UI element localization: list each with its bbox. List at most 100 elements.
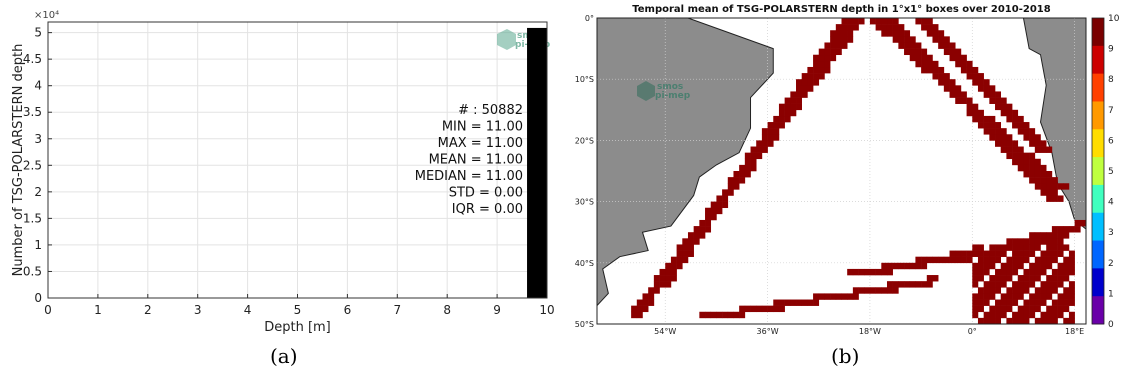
heatmap-cell bbox=[1057, 238, 1064, 245]
heatmap-cell bbox=[739, 164, 746, 172]
heatmap-cell bbox=[1017, 281, 1024, 288]
heatmap-cell bbox=[841, 36, 848, 43]
heatmap-cell bbox=[1029, 281, 1036, 288]
heatmap-cell bbox=[869, 287, 876, 294]
colorbar-segment bbox=[1092, 268, 1104, 297]
x-tick-label: 2 bbox=[144, 303, 152, 317]
heatmap-cell bbox=[955, 250, 962, 257]
heatmap-cell bbox=[631, 305, 638, 313]
heatmap-cell bbox=[909, 262, 916, 270]
heatmap-cell bbox=[670, 275, 677, 282]
heatmap-cell bbox=[784, 109, 791, 117]
heatmap-cell bbox=[1034, 244, 1041, 251]
heatmap-cell bbox=[898, 281, 905, 288]
heatmap-cell bbox=[915, 54, 922, 62]
heatmap-cell bbox=[778, 299, 785, 306]
heatmap-cell bbox=[921, 256, 928, 264]
colorbar-frame bbox=[1091, 17, 1105, 325]
heatmap-cell bbox=[1023, 122, 1030, 129]
heatmap-cell bbox=[665, 275, 672, 282]
heatmap-cell bbox=[835, 24, 842, 31]
heatmap-cell bbox=[1023, 275, 1030, 282]
heatmap-cell bbox=[1051, 183, 1058, 190]
heatmap-cell bbox=[761, 128, 768, 135]
heatmap-cell bbox=[710, 207, 717, 215]
heatmap-cell bbox=[932, 66, 939, 74]
heatmap-cell bbox=[1057, 232, 1064, 239]
heatmap-cell bbox=[773, 128, 780, 135]
heatmap-cell bbox=[995, 275, 1002, 282]
heatmap-cell bbox=[813, 293, 820, 300]
heatmap-cell bbox=[1029, 238, 1036, 245]
heatmap-cell bbox=[966, 97, 973, 104]
heatmap-cell bbox=[1068, 281, 1075, 288]
heatmap-cell bbox=[1012, 146, 1019, 153]
heatmap-cell bbox=[1006, 238, 1013, 245]
heatmap-cell bbox=[807, 299, 814, 306]
heatmap-cell bbox=[983, 262, 990, 270]
heatmap-cell bbox=[682, 256, 689, 264]
heatmap-cell bbox=[983, 317, 990, 325]
heatmap-cell bbox=[1068, 268, 1075, 276]
heatmap-cell bbox=[687, 250, 694, 257]
heatmap-cell bbox=[1017, 128, 1024, 135]
heatmap-cell bbox=[1029, 305, 1036, 313]
heatmap-cell bbox=[818, 73, 825, 80]
x-tick-label: 9 bbox=[493, 303, 501, 317]
heatmap-cell bbox=[989, 122, 996, 129]
heatmap-cell bbox=[1017, 311, 1024, 319]
heatmap-cell bbox=[892, 18, 899, 25]
heatmap-cell bbox=[1040, 317, 1047, 325]
heatmap-cell bbox=[1063, 293, 1070, 300]
heatmap-cell bbox=[1068, 311, 1075, 319]
heatmap-cell bbox=[727, 177, 734, 184]
heatmap-cell bbox=[926, 24, 933, 31]
heatmap-cell bbox=[915, 60, 922, 68]
heatmap-cell bbox=[705, 213, 712, 221]
heatmap-cell bbox=[966, 250, 973, 257]
heatmap-cell bbox=[687, 238, 694, 245]
heatmap-cell bbox=[818, 66, 825, 74]
heatmap-cell bbox=[750, 164, 757, 172]
heatmap-cell bbox=[1046, 287, 1053, 294]
heatmap-cell bbox=[1029, 311, 1036, 319]
heatmap-cell bbox=[921, 18, 928, 25]
heatmap-cell bbox=[1040, 183, 1047, 190]
heatmap-cell bbox=[790, 299, 797, 306]
heatmap-cell bbox=[1006, 140, 1013, 147]
heatmap-cell bbox=[841, 42, 848, 49]
heatmap-cell bbox=[744, 171, 751, 178]
heatmap-cell bbox=[966, 256, 973, 264]
heatmap-cell bbox=[813, 299, 820, 306]
heatmap-cell bbox=[841, 24, 848, 31]
heatmap-cell bbox=[1017, 287, 1024, 294]
lat-tick-label: 20°S bbox=[575, 136, 594, 145]
heatmap-cell bbox=[892, 287, 899, 294]
heatmap-cell bbox=[1000, 299, 1007, 306]
heatmap-cell bbox=[1034, 268, 1041, 276]
heatmap-cell bbox=[989, 115, 996, 123]
heatmap-cell bbox=[881, 30, 888, 37]
heatmap-cell bbox=[1034, 299, 1041, 306]
heatmap-cell bbox=[983, 85, 990, 92]
heatmap-cell bbox=[1057, 262, 1064, 270]
heatmap-cell bbox=[841, 293, 848, 300]
heatmap-cell bbox=[1034, 305, 1041, 313]
heatmap-cell bbox=[995, 268, 1002, 276]
heatmap-cell bbox=[1040, 146, 1047, 153]
heatmap-cell bbox=[949, 256, 956, 264]
heatmap-cell bbox=[807, 85, 814, 92]
heatmap-cell bbox=[801, 91, 808, 98]
lon-tick-label: 0° bbox=[968, 327, 977, 336]
heatmap-cell bbox=[1017, 250, 1024, 257]
heatmap-cell bbox=[955, 256, 962, 264]
colorbar-tick-label: 7 bbox=[1108, 106, 1114, 116]
x-tick-label: 0 bbox=[44, 303, 52, 317]
heatmap-cell bbox=[989, 262, 996, 270]
colorbar-tick-label: 0 bbox=[1108, 320, 1114, 330]
heatmap-cell bbox=[989, 91, 996, 98]
y-tick-label: 5 bbox=[34, 26, 42, 40]
heatmap-cell bbox=[1029, 299, 1036, 306]
heatmap-cell bbox=[642, 299, 649, 306]
heatmap-cell bbox=[1023, 268, 1030, 276]
